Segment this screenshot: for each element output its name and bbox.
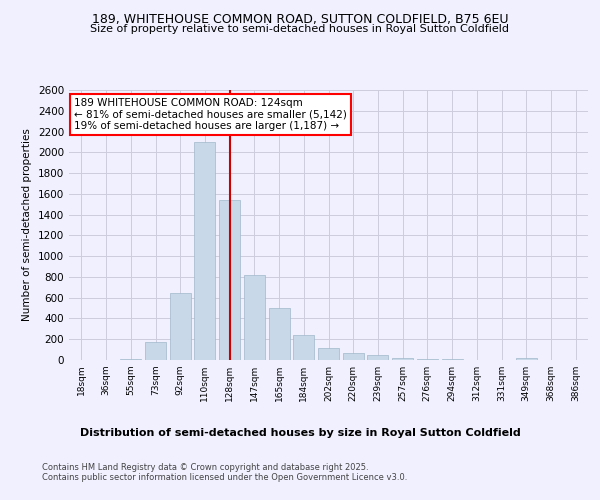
- Text: 189, WHITEHOUSE COMMON ROAD, SUTTON COLDFIELD, B75 6EU: 189, WHITEHOUSE COMMON ROAD, SUTTON COLD…: [92, 12, 508, 26]
- Bar: [244, 275, 265, 360]
- Bar: [392, 358, 413, 360]
- Text: Distribution of semi-detached houses by size in Royal Sutton Coldfield: Distribution of semi-detached houses by …: [80, 428, 520, 438]
- Text: Contains public sector information licensed under the Open Government Licence v3: Contains public sector information licen…: [42, 472, 407, 482]
- Bar: [170, 292, 191, 360]
- Text: Size of property relative to semi-detached houses in Royal Sutton Coldfield: Size of property relative to semi-detach…: [91, 24, 509, 34]
- Bar: [194, 142, 215, 360]
- Bar: [269, 308, 290, 360]
- Y-axis label: Number of semi-detached properties: Number of semi-detached properties: [22, 128, 32, 322]
- Text: Contains HM Land Registry data © Crown copyright and database right 2025.: Contains HM Land Registry data © Crown c…: [42, 462, 368, 471]
- Bar: [516, 358, 537, 360]
- Bar: [343, 353, 364, 360]
- Bar: [318, 348, 339, 360]
- Text: 189 WHITEHOUSE COMMON ROAD: 124sqm
← 81% of semi-detached houses are smaller (5,: 189 WHITEHOUSE COMMON ROAD: 124sqm ← 81%…: [74, 98, 347, 132]
- Bar: [417, 359, 438, 360]
- Bar: [367, 356, 388, 360]
- Bar: [219, 200, 240, 360]
- Bar: [293, 334, 314, 360]
- Bar: [145, 342, 166, 360]
